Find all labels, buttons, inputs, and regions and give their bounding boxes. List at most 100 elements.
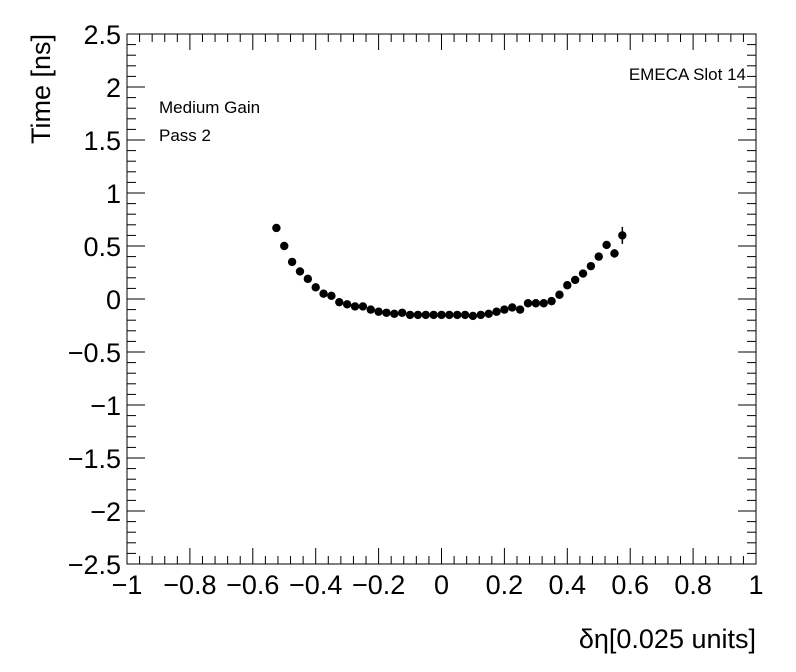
data-point [539,299,548,308]
data-point [492,307,501,316]
data-point [618,226,627,244]
point-marker [390,309,399,319]
point-marker [327,291,336,301]
point-marker [429,310,438,320]
y-tick-label: 2.5 [83,20,121,50]
point-marker [586,261,596,271]
x-tick-label: 0.8 [674,570,712,600]
data-point [295,267,305,276]
annotation-gain: Medium Gain [159,98,260,117]
data-point [523,299,533,308]
data-point [287,257,297,267]
data-point [342,300,352,309]
point-marker [484,309,493,319]
point-marker [468,311,478,321]
x-tick-label: −0.8 [163,570,216,600]
y-tick-label: 2 [106,73,121,103]
data-point [272,223,281,233]
data-point [437,310,446,320]
x-tick-label: −0.6 [226,570,279,600]
y-tick-label: −2.5 [68,550,121,580]
data-point [366,305,375,314]
data-point [476,310,486,320]
y-tick-label: 0 [106,285,121,315]
y-tick-label: −1 [90,391,121,421]
data-point [586,261,596,271]
data-point [468,311,478,321]
point-marker [563,281,572,290]
point-marker [523,299,533,308]
y-tick-labels: −2.5 −2 −1.5 −1 −0.5 0 0.5 1 1.5 2 2.5 [68,20,121,580]
data-point [578,269,588,278]
y-tick-label: 1.5 [83,126,121,156]
data-point [547,296,556,306]
point-marker [460,310,470,320]
annotation-pass: Pass 2 [159,126,211,145]
x-tick-label: −1 [112,570,143,600]
data-point [445,310,454,320]
data-point [382,308,391,317]
data-point [358,302,368,311]
x-tick-label: 0.6 [611,570,649,600]
x-tick-label: 1 [748,570,763,600]
data-point [374,307,383,316]
point-marker [311,283,320,292]
point-marker [453,310,462,320]
point-marker [515,305,525,314]
data-point [335,297,344,307]
point-marker [319,289,328,298]
point-marker [374,307,383,316]
data-point [515,305,525,314]
point-marker [555,290,564,299]
point-marker [618,231,627,240]
point-marker [547,296,556,306]
data-point [602,240,611,250]
point-marker [397,308,407,317]
x-tick-label: −0.4 [289,570,342,600]
axis-ticks [126,33,757,565]
x-tick-label: −0.2 [352,570,405,600]
y-tick-label: −1.5 [68,444,121,474]
data-point [555,290,564,299]
point-marker [413,310,423,320]
data-point [327,291,336,301]
data-point [453,310,462,320]
x-tick-labels: −1 −0.8 −0.6 −0.4 −0.2 0 0.2 0.4 0.6 0.8 1 [112,570,764,600]
point-marker [366,305,375,314]
point-marker [335,297,344,307]
data-point [390,309,399,319]
point-marker [272,223,281,233]
point-marker [280,241,289,251]
data-point [594,252,603,261]
data-point [563,281,572,290]
x-tick-label: 0 [434,570,449,600]
x-tick-label: 0.2 [486,570,524,600]
point-marker [295,267,305,276]
point-marker [421,310,430,320]
point-marker [539,299,548,308]
data-point [421,310,430,320]
data-point [570,275,580,285]
data-point [311,283,320,292]
point-marker [342,300,352,309]
data-point [405,310,415,320]
data-point [508,303,517,312]
data-point [429,310,438,320]
y-tick-label: 0.5 [83,232,121,262]
data-point [413,310,423,320]
data-point [303,274,313,284]
point-marker [476,310,486,320]
data-point [460,310,470,320]
data-point [350,302,360,311]
point-marker [437,310,446,320]
x-tick-label: 0.4 [549,570,587,600]
point-marker [531,299,541,308]
data-point [531,299,541,308]
y-tick-label: −2 [90,497,121,527]
point-marker [570,275,580,285]
data-point [397,308,407,317]
point-marker [287,257,297,267]
point-marker [578,269,588,278]
point-marker [358,302,368,311]
